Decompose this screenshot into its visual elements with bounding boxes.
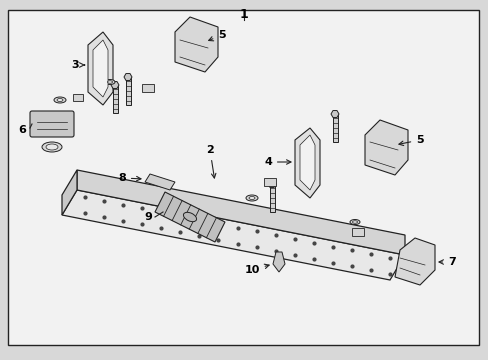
Polygon shape [364,120,407,175]
FancyBboxPatch shape [73,94,83,100]
Text: 3: 3 [71,60,84,70]
FancyBboxPatch shape [351,228,363,236]
Ellipse shape [54,97,66,103]
Ellipse shape [183,212,196,222]
Polygon shape [77,170,404,255]
Polygon shape [272,252,285,272]
Text: 10: 10 [244,264,268,275]
Polygon shape [269,184,274,212]
Polygon shape [62,190,404,280]
Polygon shape [155,192,224,242]
FancyBboxPatch shape [8,10,478,345]
FancyBboxPatch shape [264,178,275,186]
Ellipse shape [46,144,58,150]
Text: 9: 9 [144,212,152,222]
Ellipse shape [349,220,359,225]
Polygon shape [93,40,108,97]
Ellipse shape [107,81,112,83]
Text: 8: 8 [118,173,141,183]
Text: 5: 5 [398,135,423,145]
Text: 7: 7 [438,257,455,267]
Text: 4: 4 [264,157,290,167]
Polygon shape [332,114,337,142]
Polygon shape [294,128,319,198]
Polygon shape [88,32,113,105]
Polygon shape [299,135,314,190]
Ellipse shape [352,221,357,223]
Ellipse shape [42,142,62,152]
Ellipse shape [245,195,258,201]
Ellipse shape [105,80,115,85]
FancyBboxPatch shape [30,111,74,137]
FancyBboxPatch shape [142,84,154,92]
Text: 5: 5 [208,30,225,41]
Polygon shape [175,17,218,72]
Text: 6: 6 [18,125,26,135]
Polygon shape [62,170,77,215]
Polygon shape [125,77,130,105]
Ellipse shape [57,99,63,102]
Text: 2: 2 [206,145,215,178]
Text: 1: 1 [239,8,248,21]
Polygon shape [112,85,117,113]
Polygon shape [394,238,434,285]
Polygon shape [145,174,175,190]
Ellipse shape [248,197,254,199]
